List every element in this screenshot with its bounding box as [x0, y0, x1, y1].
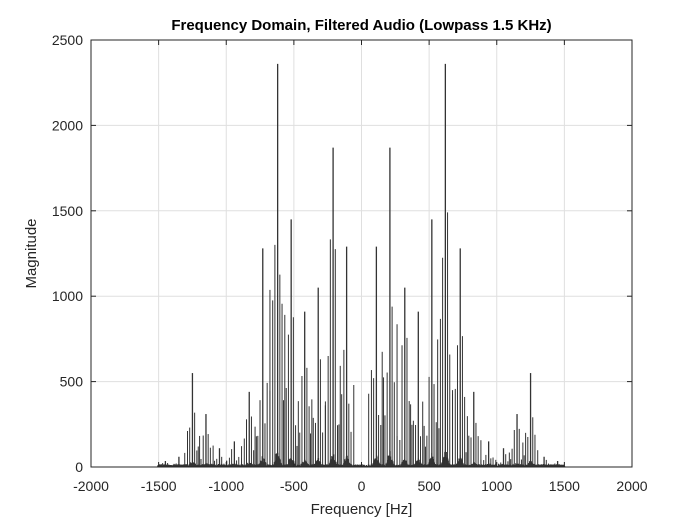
- y-tick-label: 2500: [52, 32, 83, 48]
- x-tick-label: 2000: [616, 478, 647, 494]
- y-tick-label: 500: [60, 374, 84, 390]
- x-tick-label: -500: [280, 478, 308, 494]
- x-tick-label: 0: [358, 478, 366, 494]
- y-tick-label: 0: [75, 459, 83, 475]
- y-tick-label: 2000: [52, 117, 83, 133]
- x-tick-label: 500: [417, 478, 441, 494]
- y-axis-label: Magnitude: [23, 218, 40, 288]
- spectrum-series: [157, 63, 566, 467]
- grid: [91, 40, 632, 467]
- x-tick-label: 1500: [549, 478, 580, 494]
- x-tick-label: -1000: [208, 478, 244, 494]
- ticks: -2000 -1500 -1000 -500 0 500 1000 1500 2000 0 500 1…: [52, 32, 648, 494]
- x-axis-label: Frequency [Hz]: [311, 501, 413, 518]
- x-tick-label: -1500: [141, 478, 177, 494]
- y-tick-label: 1500: [52, 203, 83, 219]
- x-tick-label: 1000: [481, 478, 512, 494]
- x-tick-label: -2000: [73, 478, 109, 494]
- chart-title: Frequency Domain, Filtered Audio (Lowpas…: [171, 17, 551, 34]
- y-tick-label: 1000: [52, 288, 83, 304]
